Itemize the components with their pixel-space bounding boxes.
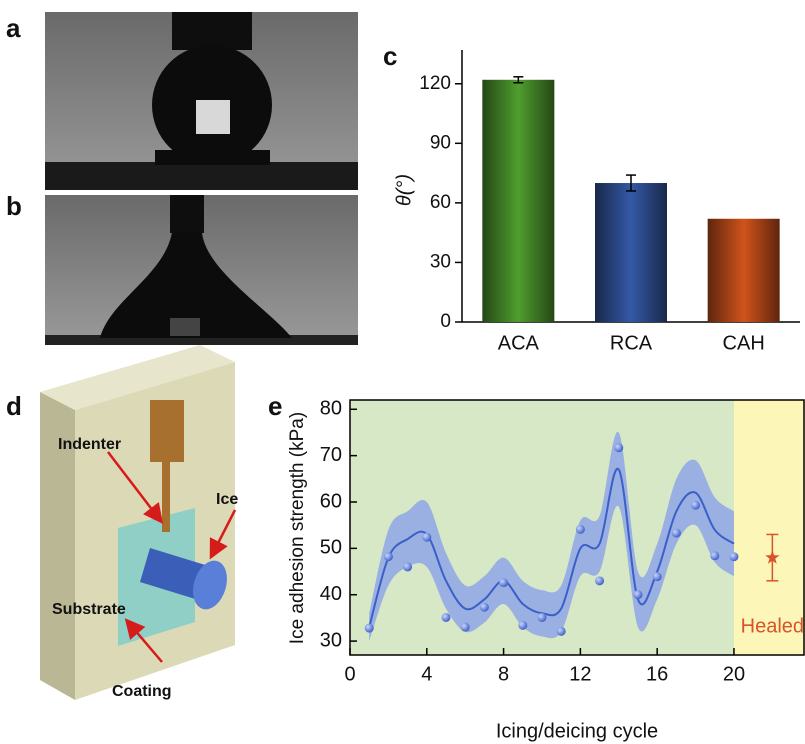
data-point: [576, 525, 585, 534]
diagram-label: Substrate: [52, 601, 126, 618]
data-point: [729, 552, 738, 561]
x-tick-label: 12: [569, 663, 591, 685]
data-point: [518, 621, 527, 630]
y-axis-label: Ice adhesion strength (kPa): [287, 412, 308, 644]
y-tick-label: 40: [320, 583, 342, 605]
bar: [708, 219, 780, 322]
data-point: [537, 613, 546, 622]
x-tick-label: 4: [421, 663, 432, 685]
diagram-label: Coating: [112, 683, 172, 700]
data-point: [480, 603, 489, 612]
panel-label: c: [383, 41, 397, 71]
panel-label: d: [6, 391, 22, 421]
y-tick-label: 0: [440, 311, 451, 332]
y-tick-label: 70: [320, 444, 342, 466]
x-axis-label: Icing/deicing cycle: [496, 720, 658, 742]
x-tick-label: ACA: [498, 332, 540, 354]
x-tick-label: 16: [646, 663, 668, 685]
data-point: [441, 613, 450, 622]
y-tick-label: 80: [320, 398, 342, 420]
y-tick-label: 90: [430, 132, 451, 153]
diagram-label: Indenter: [58, 436, 121, 453]
data-point: [653, 572, 662, 581]
bar: [482, 80, 554, 322]
y-tick-label: 30: [320, 629, 342, 651]
healed-label: Healed: [741, 615, 804, 637]
data-point: [403, 562, 412, 571]
x-tick-label: 20: [723, 663, 745, 685]
y-tick-label: 60: [430, 192, 451, 213]
x-tick-label: 8: [498, 663, 509, 685]
data-point: [499, 578, 508, 587]
y-tick-label: 120: [419, 73, 451, 94]
panel-label: a: [6, 13, 21, 43]
x-tick-label: RCA: [610, 332, 653, 354]
data-point: [384, 552, 393, 561]
x-tick-label: CAH: [723, 332, 765, 354]
data-point: [710, 551, 719, 560]
bar: [595, 183, 667, 322]
panel-label: e: [268, 391, 282, 421]
data-point: [633, 590, 642, 599]
y-axis-label: θ(°): [393, 174, 415, 206]
data-point: [557, 627, 566, 636]
panel-label: b: [6, 191, 22, 221]
y-tick-label: 50: [320, 537, 342, 559]
diagram: [40, 345, 235, 700]
data-point: [365, 624, 374, 633]
data-point: [691, 501, 700, 510]
y-tick-label: 60: [320, 490, 342, 512]
data-point: [614, 443, 623, 452]
photo-a: [45, 12, 358, 190]
diagram-label: Ice: [216, 491, 238, 508]
photo-b: [45, 195, 358, 345]
data-point: [422, 533, 431, 542]
data-point: [461, 623, 470, 632]
x-tick-label: 0: [344, 663, 355, 685]
data-point: [672, 529, 681, 538]
figure: a b c d e Indenter Ice Substrate Coating…: [0, 0, 805, 744]
y-tick-label: 30: [430, 251, 451, 272]
data-point: [595, 576, 604, 585]
